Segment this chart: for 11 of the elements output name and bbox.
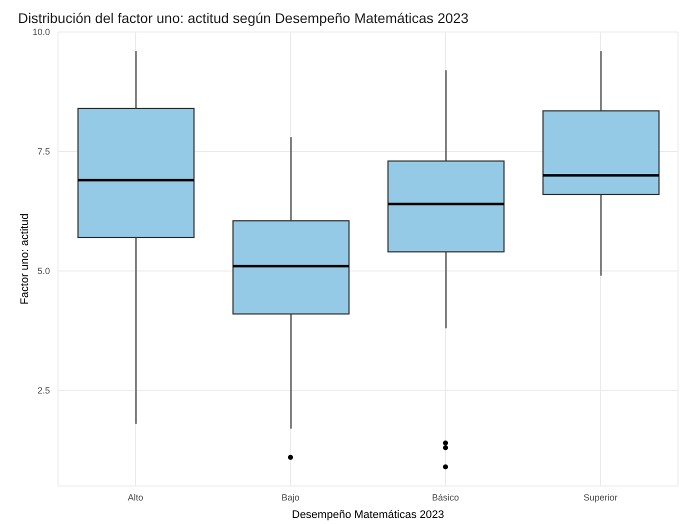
- y-axis-title: Factor uno: actitud: [18, 213, 31, 305]
- y-tick-label: 2.5: [37, 386, 50, 396]
- x-tick-label: Bajo: [281, 492, 300, 502]
- y-tick-label: 7.5: [37, 146, 50, 157]
- x-axis-title: Desempeño Matemáticas 2023: [292, 509, 444, 521]
- chart-title: Distribución del factor uno: actitud según Desempeño Matemáticas 2023: [18, 10, 469, 26]
- x-tick-label: Superior: [583, 492, 618, 502]
- x-tick-label: Básico: [432, 492, 460, 502]
- x-tick-label: Alto: [128, 492, 144, 502]
- y-tick-label: 10.0: [32, 27, 50, 38]
- y-tick-label: 5.0: [37, 266, 50, 276]
